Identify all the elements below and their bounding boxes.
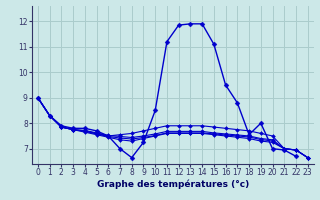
X-axis label: Graphe des températures (°c): Graphe des températures (°c) <box>97 180 249 189</box>
